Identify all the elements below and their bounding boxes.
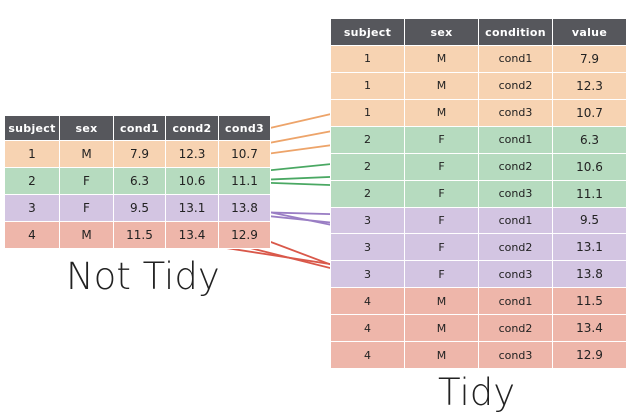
- table-cell: 13.8: [552, 260, 627, 289]
- table-cell: M: [404, 98, 479, 127]
- table-cell: F: [404, 233, 479, 262]
- tidy-row: 1 M cond1 7.9: [330, 45, 627, 73]
- table-cell: 12.9: [552, 341, 627, 370]
- table-cell: 2: [330, 152, 405, 181]
- table-cell: F: [404, 125, 479, 154]
- not-tidy-table: subject sex cond1 cond2 cond3 1 M 7.9 12…: [4, 115, 271, 249]
- table-cell: M: [59, 140, 114, 168]
- table-cell: cond1: [478, 206, 553, 235]
- not-tidy-header-cell: cond3: [218, 115, 271, 141]
- table-cell: 13.1: [552, 233, 627, 262]
- not-tidy-header-cell: sex: [59, 115, 114, 141]
- table-cell: F: [59, 194, 114, 222]
- tidy-row: 4 M cond2 13.4: [330, 314, 627, 343]
- table-cell: 6.3: [552, 125, 627, 154]
- table-cell: cond1: [478, 287, 553, 316]
- tidy-row: 3 F cond1 9.5: [330, 206, 627, 235]
- table-cell: 7.9: [113, 140, 166, 168]
- table-cell: 10.7: [552, 98, 627, 127]
- table-cell: 13.4: [165, 221, 219, 249]
- table-cell: M: [404, 314, 479, 343]
- table-cell: F: [404, 206, 479, 235]
- table-cell: F: [404, 152, 479, 181]
- table-cell: cond2: [478, 152, 553, 181]
- tidy-header-row: subject sex condition value: [330, 18, 627, 46]
- tidy-row: 2 F cond3 11.1: [330, 179, 627, 208]
- tidy-header-cell: condition: [478, 18, 553, 46]
- table-cell: 4: [4, 221, 60, 249]
- table-cell: 11.1: [218, 167, 271, 195]
- table-cell: M: [404, 341, 479, 370]
- not-tidy-row: 3 F 9.5 13.1 13.8: [4, 194, 271, 222]
- table-cell: 12.9: [218, 221, 271, 249]
- tidy-row: 4 M cond3 12.9: [330, 341, 627, 370]
- table-cell: 10.7: [218, 140, 271, 168]
- tidy-row: 2 F cond1 6.3: [330, 125, 627, 154]
- table-cell: 13.8: [218, 194, 271, 222]
- table-cell: 1: [330, 71, 405, 100]
- table-cell: M: [404, 287, 479, 316]
- tidy-header-cell: sex: [404, 18, 479, 46]
- not-tidy-header-cell: cond1: [113, 115, 166, 141]
- table-cell: cond3: [478, 341, 553, 370]
- table-cell: 2: [330, 179, 405, 208]
- table-cell: cond3: [478, 179, 553, 208]
- table-cell: 9.5: [113, 194, 166, 222]
- table-cell: 2: [330, 125, 405, 154]
- tidy-row: 3 F cond3 13.8: [330, 260, 627, 289]
- table-cell: 11.1: [552, 179, 627, 208]
- table-cell: F: [404, 179, 479, 208]
- not-tidy-row: 1 M 7.9 12.3 10.7: [4, 140, 271, 168]
- not-tidy-header-row: subject sex cond1 cond2 cond3: [4, 115, 271, 141]
- table-cell: 7.9: [552, 45, 627, 73]
- table-cell: 2: [4, 167, 60, 195]
- not-tidy-caption: Not Tidy: [66, 255, 220, 298]
- table-cell: 4: [330, 287, 405, 316]
- table-cell: 13.1: [165, 194, 219, 222]
- table-cell: 4: [330, 341, 405, 370]
- table-cell: 4: [330, 314, 405, 343]
- table-cell: 1: [4, 140, 60, 168]
- table-cell: 6.3: [113, 167, 166, 195]
- not-tidy-row: 2 F 6.3 10.6 11.1: [4, 167, 271, 195]
- table-cell: 13.4: [552, 314, 627, 343]
- table-cell: 12.3: [165, 140, 219, 168]
- tidy-caption: Tidy: [438, 371, 516, 414]
- table-cell: 3: [4, 194, 60, 222]
- not-tidy-header-cell: cond2: [165, 115, 219, 141]
- table-cell: 1: [330, 45, 405, 73]
- tidy-row: 3 F cond2 13.1: [330, 233, 627, 262]
- table-cell: 10.6: [552, 152, 627, 181]
- table-cell: M: [404, 71, 479, 100]
- table-cell: cond2: [478, 314, 553, 343]
- table-cell: M: [59, 221, 114, 249]
- table-cell: cond1: [478, 45, 553, 73]
- table-cell: 3: [330, 260, 405, 289]
- table-cell: 10.6: [165, 167, 219, 195]
- table-cell: 9.5: [552, 206, 627, 235]
- tidy-header-cell: value: [552, 18, 627, 46]
- table-cell: cond1: [478, 125, 553, 154]
- table-cell: 11.5: [552, 287, 627, 316]
- tidy-row: 4 M cond1 11.5: [330, 287, 627, 316]
- table-cell: 3: [330, 206, 405, 235]
- tidy-row: 1 M cond3 10.7: [330, 98, 627, 127]
- tidy-row: 1 M cond2 12.3: [330, 71, 627, 100]
- table-cell: cond2: [478, 71, 553, 100]
- table-cell: F: [59, 167, 114, 195]
- tidy-header-cell: subject: [330, 18, 405, 46]
- not-tidy-header-cell: subject: [4, 115, 60, 141]
- table-cell: cond2: [478, 233, 553, 262]
- table-cell: F: [404, 260, 479, 289]
- table-cell: M: [404, 45, 479, 73]
- table-cell: cond3: [478, 260, 553, 289]
- tidy-table: subject sex condition value 1 M cond1 7.…: [330, 18, 627, 370]
- table-cell: cond3: [478, 98, 553, 127]
- tidy-row: 2 F cond2 10.6: [330, 152, 627, 181]
- table-cell: 11.5: [113, 221, 166, 249]
- table-cell: 12.3: [552, 71, 627, 100]
- table-cell: 3: [330, 233, 405, 262]
- not-tidy-row: 4 M 11.5 13.4 12.9: [4, 221, 271, 249]
- table-cell: 1: [330, 98, 405, 127]
